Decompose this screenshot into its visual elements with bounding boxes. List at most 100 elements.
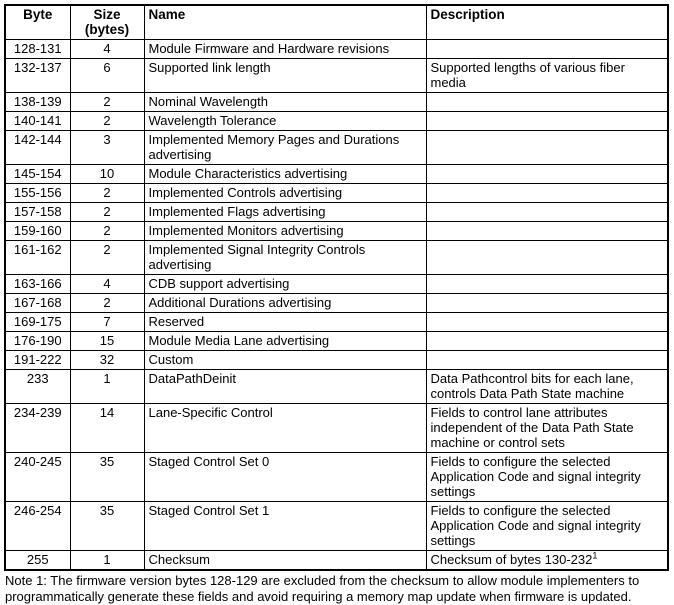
- table-row: 132-137 6 Supported link length Supported l…: [4, 58, 669, 93]
- cell-byte: 163-166: [4, 274, 71, 294]
- table-row: 161-162 2 Implemented Signal Integrity Con…: [4, 240, 669, 275]
- cell-size: 4: [69, 274, 145, 294]
- cell-byte: 142-144: [4, 130, 71, 165]
- header-name: Name: [143, 4, 427, 40]
- cell-name: Supported link length: [143, 58, 427, 93]
- cell-name: Module Media Lane advertising: [143, 331, 427, 351]
- cell-description: [425, 274, 669, 294]
- header-description: Description: [425, 4, 669, 40]
- cell-byte: 240-245: [4, 452, 71, 502]
- cell-description: [425, 240, 669, 275]
- table-row: 138-139 2 Nominal Wavelength: [4, 92, 669, 112]
- table-row: 145-154 10 Module Characteristics advertis…: [4, 164, 669, 184]
- cell-byte: 159-160: [4, 221, 71, 241]
- cell-size: 2: [69, 92, 145, 112]
- cell-name: Wavelength Tolerance: [143, 111, 427, 131]
- table-row: 234-239 14 Lane-Specific Control Fields to …: [4, 403, 669, 453]
- cell-name: Implemented Monitors advertising: [143, 221, 427, 241]
- cell-description: [425, 92, 669, 112]
- table-body: 128-131 4 Module Firmware and Hardware rev…: [4, 39, 669, 571]
- table-row: 191-222 32 Custom: [4, 350, 669, 370]
- cell-byte: 128-131: [4, 39, 71, 59]
- memory-map-table: Byte Size (bytes) Name Description 128-1…: [4, 4, 669, 571]
- cell-description: Fields to configure the selected Applica…: [425, 501, 669, 551]
- cell-byte: 157-158: [4, 202, 71, 222]
- table-row: 140-141 2 Wavelength Tolerance: [4, 111, 669, 131]
- table-row: 169-175 7 Reserved: [4, 312, 669, 332]
- cell-description: [425, 293, 669, 313]
- cell-size: 10: [69, 164, 145, 184]
- cell-description: [425, 350, 669, 370]
- cell-name: Reserved: [143, 312, 427, 332]
- cell-description: Checksum of bytes 130-2321: [425, 550, 669, 571]
- cell-name: Implemented Signal Integrity Controls ad…: [143, 240, 427, 275]
- cell-byte: 233: [4, 369, 71, 404]
- table-row: 233 1 DataPathDeinit Data Pathcontrol bits …: [4, 369, 669, 404]
- header-byte: Byte: [4, 4, 71, 40]
- cell-description: Data Pathcontrol bits for each lane, con…: [425, 369, 669, 404]
- cell-byte: 167-168: [4, 293, 71, 313]
- cell-size: 7: [69, 312, 145, 332]
- cell-size: 35: [69, 452, 145, 502]
- cell-name: Module Firmware and Hardware revisions: [143, 39, 427, 59]
- footnote: Note 1: The firmware version bytes 128-1…: [5, 573, 640, 604]
- table-row: 159-160 2 Implemented Monitors advertising: [4, 221, 669, 241]
- cell-description: [425, 111, 669, 131]
- table-row: 128-131 4 Module Firmware and Hardware rev…: [4, 39, 669, 59]
- cell-size: 6: [69, 58, 145, 93]
- cell-name: Checksum: [143, 550, 427, 571]
- table-row: 246-254 35 Staged Control Set 1 Fields to c…: [4, 501, 669, 551]
- cell-description: Fields to configure the selected Applica…: [425, 452, 669, 502]
- table-header: Byte Size (bytes) Name Description: [4, 4, 669, 40]
- cell-byte: 155-156: [4, 183, 71, 203]
- footnote-ref: 1: [592, 550, 598, 561]
- cell-name: DataPathDeinit: [143, 369, 427, 404]
- cell-name: Staged Control Set 1: [143, 501, 427, 551]
- cell-byte: 169-175: [4, 312, 71, 332]
- cell-name: Implemented Controls advertising: [143, 183, 427, 203]
- cell-size: 1: [69, 550, 145, 571]
- cell-name: Implemented Flags advertising: [143, 202, 427, 222]
- cell-size: 3: [69, 130, 145, 165]
- cell-size: 2: [69, 202, 145, 222]
- cell-size: 4: [69, 39, 145, 59]
- cell-description: [425, 312, 669, 332]
- cell-size: 32: [69, 350, 145, 370]
- cell-size: 2: [69, 293, 145, 313]
- cell-description: Fields to control lane attributes indepe…: [425, 403, 669, 453]
- cell-description: [425, 130, 669, 165]
- cell-name: Nominal Wavelength: [143, 92, 427, 112]
- cell-size: 2: [69, 111, 145, 131]
- cell-name: CDB support advertising: [143, 274, 427, 294]
- table-row: 163-166 4 CDB support advertising: [4, 274, 669, 294]
- table-row: 255 1 Checksum Checksum of bytes 130-2321: [4, 550, 669, 571]
- cell-description: [425, 183, 669, 203]
- cell-byte: 191-222: [4, 350, 71, 370]
- cell-byte: 176-190: [4, 331, 71, 351]
- table-row: 142-144 3 Implemented Memory Pages and Dur…: [4, 130, 669, 165]
- cell-description: [425, 164, 669, 184]
- cell-name: Implemented Memory Pages and Durations a…: [143, 130, 427, 165]
- cell-size: 2: [69, 221, 145, 241]
- cell-description: [425, 202, 669, 222]
- cell-name: Staged Control Set 0: [143, 452, 427, 502]
- cell-byte: 161-162: [4, 240, 71, 275]
- table-row: 155-156 2 Implemented Controls advertising: [4, 183, 669, 203]
- cell-name: Custom: [143, 350, 427, 370]
- cell-size: 1: [69, 369, 145, 404]
- table-row: 240-245 35 Staged Control Set 0 Fields to c…: [4, 452, 669, 502]
- header-size: Size (bytes): [69, 4, 145, 40]
- cell-byte: 234-239: [4, 403, 71, 453]
- cell-byte: 138-139: [4, 92, 71, 112]
- cell-name: Additional Durations advertising: [143, 293, 427, 313]
- cell-size: 2: [69, 183, 145, 203]
- cell-byte: 145-154: [4, 164, 71, 184]
- table-row: 176-190 15 Module Media Lane advertising: [4, 331, 669, 351]
- cell-byte: 140-141: [4, 111, 71, 131]
- table-row: 157-158 2 Implemented Flags advertising: [4, 202, 669, 222]
- cell-name: Module Characteristics advertising: [143, 164, 427, 184]
- cell-description: [425, 221, 669, 241]
- cell-description: [425, 331, 669, 351]
- cell-size: 2: [69, 240, 145, 275]
